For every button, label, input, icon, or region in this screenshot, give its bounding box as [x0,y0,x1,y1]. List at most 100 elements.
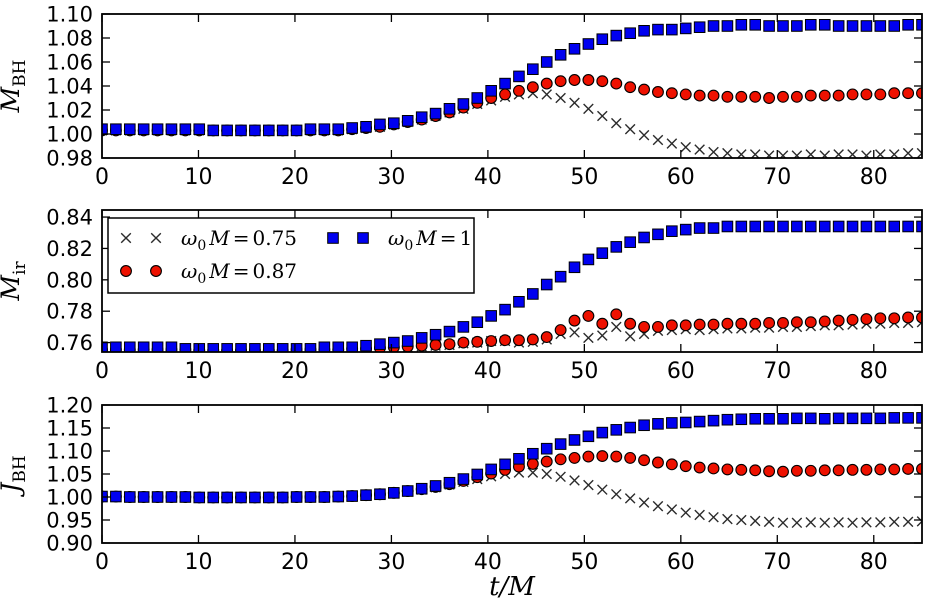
circle-marker [721,90,734,103]
circle-marker [721,463,734,476]
square-marker [846,20,859,32]
circle-marker [860,463,873,476]
square-marker [582,38,595,50]
x-marker [708,146,719,158]
x-marker [763,150,775,158]
square-marker [554,49,567,61]
circle-marker [596,317,609,330]
square-marker [679,416,692,429]
square-marker [221,343,233,352]
square-marker [554,438,567,450]
x-marker [749,515,761,527]
square-marker [485,310,497,322]
circle-marker [582,74,595,86]
circle-marker [638,454,651,467]
square-marker [346,490,358,502]
y-tick-label: 0.78 [46,300,93,324]
x-marker [583,479,594,491]
series-w0m-1 [102,412,922,504]
square-marker [221,491,233,504]
square-marker [499,77,511,90]
circle-marker [874,88,887,101]
square-marker [249,343,261,352]
circle-marker [540,77,553,90]
square-marker [290,124,303,137]
x-axis-label: t/M [489,572,536,602]
x-marker [150,232,162,244]
x-marker [527,467,539,478]
square-marker [540,56,553,68]
x-marker [694,144,705,155]
circle-marker [832,314,845,327]
circle-marker [888,312,901,325]
x-tick-label: 40 [474,359,502,384]
x-marker [819,517,831,529]
square-marker [513,453,525,465]
square-marker [554,270,567,283]
square-marker [110,123,122,136]
circle-marker [777,465,789,478]
square-marker [860,20,873,32]
circle-marker [540,455,553,468]
circle-marker [902,462,915,475]
x-tick-label: 80 [860,165,888,190]
square-marker [707,20,720,32]
x-marker [819,150,831,158]
square-marker [207,124,220,137]
x-marker [902,147,914,158]
circle-marker [735,317,748,330]
x-tick-label: 30 [377,359,405,384]
x-tick-label: 10 [184,165,212,190]
square-marker [610,241,623,253]
x-marker [120,232,132,244]
circle-marker [749,317,762,330]
square-marker [262,343,275,352]
circle-marker [429,338,442,351]
y-tick-label: 0.80 [46,268,93,292]
square-marker [249,491,261,504]
square-marker [110,341,122,352]
square-marker [332,123,345,136]
square-marker [582,253,595,266]
y-tick-label: 1.15 [46,417,93,441]
circle-marker [832,89,845,102]
circle-marker [818,315,831,328]
square-marker [888,220,901,233]
x-tick-label: 0 [95,359,109,384]
square-marker [874,220,887,233]
square-marker [624,27,636,39]
square-marker [443,325,456,338]
circle-marker [763,92,776,104]
square-marker [679,22,692,35]
square-marker [429,480,442,492]
square-marker [763,20,775,32]
square-marker [818,19,831,31]
x-tick-label: 70 [763,165,791,190]
square-marker [110,490,122,503]
x-marker [902,516,914,528]
x-tick-label: 70 [763,550,791,575]
circle-marker [652,86,664,98]
square-marker [763,413,775,425]
circle-marker [693,89,706,102]
square-marker [388,117,400,130]
square-marker [415,332,428,344]
square-marker [401,485,414,497]
x-marker [610,117,622,129]
square-marker [276,491,289,504]
square-marker [652,23,664,36]
square-marker [193,491,206,504]
square-marker [791,220,803,233]
x-marker [861,517,872,528]
circle-marker [638,320,651,333]
x-marker [624,493,636,504]
square-marker [374,488,386,501]
square-marker [471,316,484,328]
square-marker [527,288,539,300]
axes-frame [101,404,923,544]
square-marker [165,341,178,352]
y-tick-label: 0.90 [46,532,93,556]
circle-marker [846,88,859,101]
circle-marker [652,320,664,333]
x-tick-label: 50 [570,165,598,190]
